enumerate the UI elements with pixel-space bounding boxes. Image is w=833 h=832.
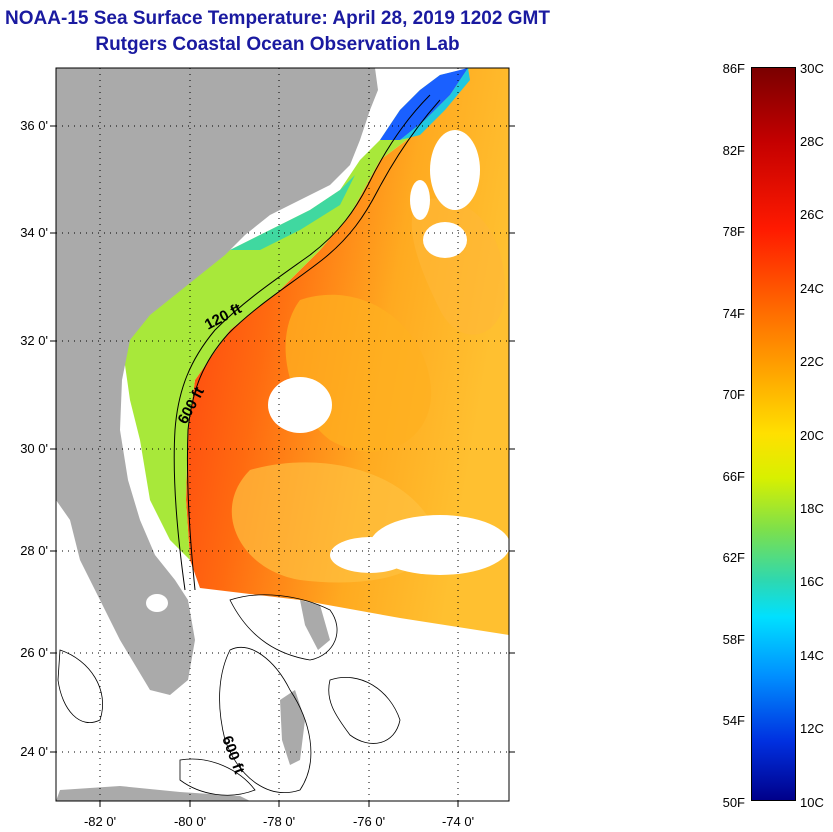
colorbar-c-label: 10C xyxy=(800,795,824,810)
contour-bahamas xyxy=(57,594,401,796)
colorbar-c-label: 16C xyxy=(800,574,824,589)
contour-600ft xyxy=(186,99,441,591)
sst-cold-north xyxy=(380,68,468,140)
colorbar-f-label: 66F xyxy=(722,469,745,484)
map-frame xyxy=(55,67,510,802)
colorbar-f-label: 50F xyxy=(722,795,745,810)
colorbar-c-label: 18C xyxy=(800,501,824,516)
land-cuba xyxy=(56,786,250,801)
colorbar-f-label: 62F xyxy=(722,550,745,565)
colorbar-f-label: 86F xyxy=(722,61,745,76)
colorbar-f-label: 58F xyxy=(722,632,745,647)
temperature-colorbar xyxy=(751,67,796,801)
land-mainland xyxy=(56,68,378,695)
lat-label-26: 26 0' xyxy=(20,645,48,660)
lon-label-74: -74 0' xyxy=(441,814,475,829)
colorbar-c-label: 20C xyxy=(800,428,824,443)
lat-lon-grid xyxy=(56,68,509,801)
lat-label-28: 28 0' xyxy=(20,543,48,558)
lon-label-82: -82 0' xyxy=(83,814,117,829)
lat-label-34: 34 0' xyxy=(20,225,48,240)
colorbar-f-label: 74F xyxy=(722,306,745,321)
land-bahamas-andros xyxy=(280,690,305,765)
colorbar-c-label: 30C xyxy=(800,61,824,76)
cloud-cover xyxy=(268,130,509,575)
lake-okeechobee xyxy=(146,594,168,612)
map-subtitle: Rutgers Coastal Ocean Observation Lab xyxy=(95,34,460,55)
colorbar-f-label: 82F xyxy=(722,143,745,158)
lon-label-78: -78 0' xyxy=(262,814,296,829)
colorbar-c-label: 24C xyxy=(800,281,824,296)
map-title: NOAA-15 Sea Surface Temperature: April 2… xyxy=(5,8,550,29)
colorbar-c-label: 12C xyxy=(800,721,824,736)
colorbar-c-label: 14C xyxy=(800,648,824,663)
colorbar-f-label: 54F xyxy=(722,713,745,728)
lat-label-30: 30 0' xyxy=(20,441,48,456)
contour-120ft xyxy=(173,94,431,591)
lat-label-36: 36 0' xyxy=(20,118,48,133)
colorbar-c-label: 26C xyxy=(800,207,824,222)
axis-ticks xyxy=(50,125,515,807)
land-bahamas-abaco xyxy=(300,600,330,650)
colorbar-f-label: 78F xyxy=(722,224,745,239)
lat-label-32: 32 0' xyxy=(20,333,48,348)
colorbar-c-label: 22C xyxy=(800,354,824,369)
lat-label-24: 24 0' xyxy=(20,744,48,759)
colorbar-f-label: 70F xyxy=(722,387,745,402)
lon-label-76: -76 0' xyxy=(352,814,386,829)
colorbar-c-label: 28C xyxy=(800,134,824,149)
lon-label-80: -80 0' xyxy=(173,814,207,829)
